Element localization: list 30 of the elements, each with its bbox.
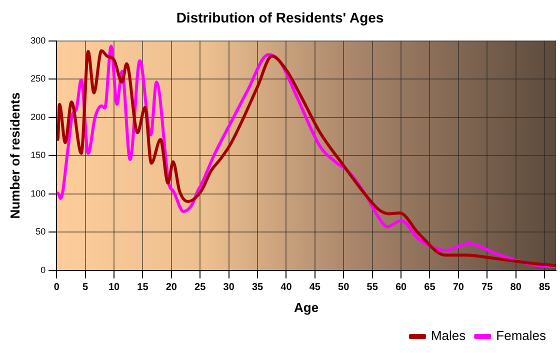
x-tick-label: 40	[280, 282, 292, 294]
x-tick-label: 70	[452, 282, 464, 294]
x-tick-label: 65	[424, 282, 436, 294]
x-tick-label: 60	[395, 282, 408, 294]
x-tick-label: 25	[194, 282, 206, 294]
x-tick-label: 30	[223, 282, 235, 294]
y-tick-label: 300	[30, 35, 46, 46]
x-tick-label: 20	[166, 282, 178, 294]
y-tick-label: 150	[30, 150, 46, 160]
x-tick-label: 85	[538, 282, 551, 294]
x-tick-label: 0	[54, 282, 60, 294]
x-tick-label: 15	[137, 282, 149, 294]
x-tick-label: 10	[108, 282, 120, 294]
x-axis-title: Age	[294, 300, 319, 315]
y-axis-title: Number of residents	[7, 92, 22, 219]
x-tick-label: 80	[510, 282, 522, 294]
y-tick-label: 250	[30, 74, 46, 84]
y-tick-label: 0	[40, 264, 46, 275]
y-tick-label: 200	[30, 112, 46, 122]
x-tick-label: 35	[252, 282, 264, 294]
chart-title: Distribution of Residents' Ages	[176, 9, 384, 26]
legend-label: Females	[496, 328, 546, 344]
x-tick-label: 55	[366, 282, 378, 294]
x-tick-label: 75	[482, 282, 494, 294]
x-tick-label: 5	[82, 282, 89, 294]
y-tick-label: 50	[36, 226, 46, 237]
x-tick-label: 45	[309, 282, 321, 294]
legend-label: Males	[430, 328, 466, 344]
y-tick-label: 100	[30, 188, 46, 198]
x-tick-label: 50	[338, 282, 350, 294]
